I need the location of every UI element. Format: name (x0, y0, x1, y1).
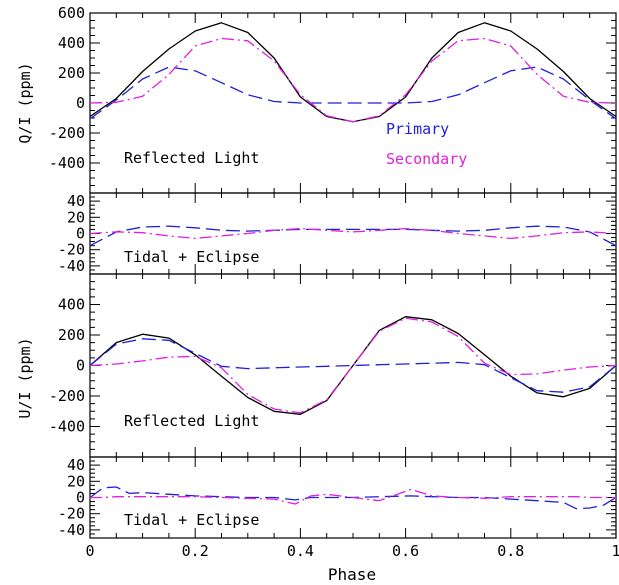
y-tick-label: -20 (58, 241, 85, 259)
y-tick-label: 200 (58, 64, 85, 82)
primary-series-line (90, 66, 616, 120)
y-tick-label: -40 (58, 257, 85, 275)
panel-annotation: Reflected Light (124, 149, 259, 167)
panel-annotation: Tidal + Eclipse (124, 511, 259, 529)
y-tick-label: -20 (58, 505, 85, 523)
y-tick-label: -200 (49, 387, 85, 405)
y-tick-label: -400 (49, 418, 85, 436)
y-tick-label: 0 (76, 357, 85, 375)
y-tick-label: 200 (58, 326, 85, 344)
x-tick-label: 0.4 (287, 542, 314, 560)
x-tick-label: 1 (611, 542, 619, 560)
panel-annotation: Reflected Light (124, 412, 259, 430)
y-tick-label: -400 (49, 154, 85, 172)
y-tick-label: 40 (67, 192, 85, 210)
x-axis-label: Phase (328, 565, 376, 584)
x-tick-label: 0.6 (392, 542, 419, 560)
secondary-series-line (90, 488, 616, 505)
y-tick-label: -200 (49, 124, 85, 142)
y-tick-label: -40 (58, 521, 85, 539)
y-tick-label: 600 (58, 4, 85, 22)
total-series-line (90, 22, 616, 123)
primary-series-line (90, 486, 616, 510)
y-tick-label: 20 (67, 472, 85, 490)
y-tick-label: 20 (67, 208, 85, 226)
x-tick-label: 0.2 (182, 542, 209, 560)
x-tick-label: 0.8 (497, 542, 524, 560)
y-tick-label: 40 (67, 456, 85, 474)
secondary-series-line (90, 227, 616, 240)
total-series-line (90, 316, 616, 415)
panel-annotation: Tidal + Eclipse (124, 248, 259, 266)
x-tick-label: 0 (85, 542, 94, 560)
secondary-series-line (90, 37, 616, 123)
primary-series-line (90, 225, 616, 247)
u-axis-label: U/I (ppm) (16, 337, 34, 418)
panel-0: -400 -200 0 200 400 600 Reflected Light (49, 4, 617, 194)
y-tick-label: 400 (58, 34, 85, 52)
y-tick-label: 0 (76, 225, 85, 243)
legend-primary: Primary (386, 120, 449, 138)
y-tick-label: 400 (58, 296, 85, 314)
legend-secondary: Secondary (386, 150, 467, 168)
y-tick-label: 0 (76, 489, 85, 507)
secondary-series-line (90, 317, 616, 414)
panel-2: -400 -200 0 200 400 Reflected Light (49, 273, 617, 458)
y-tick-label: 0 (76, 94, 85, 112)
q-axis-label: Q/I (ppm) (16, 62, 34, 143)
